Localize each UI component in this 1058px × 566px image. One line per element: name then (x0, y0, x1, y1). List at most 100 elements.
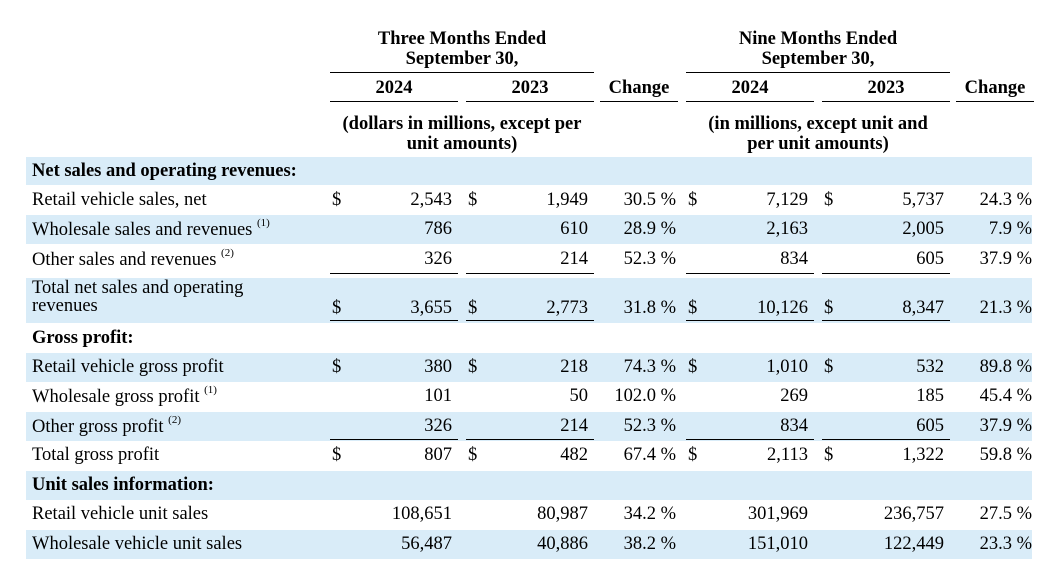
n-change: 23.3 % (979, 534, 1032, 554)
total-net-n23-underline (822, 320, 950, 321)
row-label-text: Wholesale gross profit (32, 387, 200, 408)
n24-value: 7,129 (766, 190, 808, 210)
other-gross-q24-underline (330, 439, 458, 440)
row-label: Total net sales and operating (32, 279, 243, 298)
row-label-text: Other sales and revenues (32, 250, 217, 271)
n24-value: 1,010 (766, 357, 808, 377)
n-change: 7.9 % (988, 219, 1032, 239)
row-label: Retail vehicle unit sales (32, 504, 208, 525)
q24-value: 380 (424, 357, 452, 377)
q23-dollar: $ (468, 445, 478, 465)
n-change: 24.3 % (979, 190, 1032, 210)
q23-value: 214 (560, 416, 588, 436)
q23-dollar: $ (468, 190, 478, 210)
band-other-gross (26, 412, 1032, 441)
units-note-right-line2: per unit amounts) (747, 134, 889, 154)
band-wholesale-sales (26, 215, 1032, 244)
units-note-left-line1: (dollars in millions, except per (342, 114, 582, 134)
q24-value: 807 (424, 445, 452, 465)
q23-dollar: $ (468, 357, 478, 377)
n23-dollar: $ (824, 298, 834, 318)
q23-rule (466, 101, 594, 102)
q-change: 34.2 % (623, 504, 676, 524)
q23-value: 1,949 (546, 190, 588, 210)
n24-value: 834 (780, 249, 808, 269)
q24-rule (330, 101, 458, 102)
n23-value: 122,449 (883, 534, 944, 554)
band-retail-gross (26, 353, 1032, 382)
n-year-2023: 2023 (867, 78, 905, 98)
q24-value: 2,543 (410, 190, 452, 210)
other-gross-n24-underline (686, 439, 814, 440)
q24-value: 108,651 (391, 504, 452, 524)
q24-dollar: $ (332, 445, 342, 465)
q-change: 38.2 % (623, 534, 676, 554)
n23-dollar: $ (824, 190, 834, 210)
q24-dollar: $ (332, 298, 342, 318)
nchg-rule (956, 101, 1034, 102)
row-label: Total gross profit (32, 445, 159, 466)
n24-dollar: $ (688, 357, 698, 377)
q-year-2024: 2024 (375, 78, 413, 98)
q-change: 52.3 % (623, 249, 676, 269)
n-change: 37.9 % (979, 416, 1032, 436)
n24-value: 269 (780, 386, 808, 406)
three-months-rule (330, 72, 594, 73)
row-label-text: Wholesale vehicle unit sales (32, 534, 243, 554)
q24-value: 326 (424, 416, 452, 436)
band-total-net-sales (26, 278, 1032, 323)
n24-dollar: $ (688, 445, 698, 465)
n23-dollar: $ (824, 357, 834, 377)
row-label: Other gross profit (2) (32, 414, 181, 438)
three-months-header-line2: September 30, (405, 49, 519, 69)
n23-value: 605 (916, 249, 944, 269)
q23-value: 218 (560, 357, 588, 377)
footnote-marker: (1) (204, 384, 217, 396)
nine-months-header-line2: September 30, (761, 49, 875, 69)
q23-value: 50 (569, 386, 589, 406)
n23-value: 5,737 (902, 190, 944, 210)
nine-months-header-line1: Nine Months Ended (738, 29, 898, 49)
n23-dollar: $ (824, 445, 834, 465)
row-label-text: Other gross profit (32, 417, 164, 438)
other-gross-n23-underline (822, 439, 950, 440)
q24-value: 56,487 (401, 534, 452, 554)
q24-dollar: $ (332, 357, 342, 377)
row-label: Wholesale vehicle unit sales (32, 534, 242, 555)
q23-dollar: $ (468, 298, 478, 318)
footnote-marker: (2) (221, 247, 234, 259)
n-change: 45.4 % (979, 386, 1032, 406)
q23-value: 482 (560, 445, 588, 465)
q-change: 30.5 % (623, 190, 676, 210)
total-net-n24-underline (686, 320, 814, 321)
n-change: 27.5 % (979, 504, 1032, 524)
n-change: 37.9 % (979, 249, 1032, 269)
footnote-marker: (1) (257, 217, 270, 229)
row-label-text: Retail vehicle gross profit (32, 357, 224, 377)
n23-value: 1,322 (902, 445, 944, 465)
q23-value: 610 (560, 219, 588, 239)
units-note-right-line1: (in millions, except unit and (708, 114, 928, 134)
n-year-2024: 2024 (731, 78, 769, 98)
three-months-header-line1: Three Months Ended (377, 29, 547, 49)
row-label: Wholesale sales and revenues (1) (32, 217, 270, 241)
q24-value: 101 (424, 386, 452, 406)
n24-value: 151,010 (747, 534, 808, 554)
other-sales-q23-underline (466, 273, 594, 274)
q-change: 102.0 % (614, 386, 676, 406)
units-note-left-line2: unit amounts) (406, 134, 518, 154)
row-label-text: Total gross profit (32, 445, 160, 465)
n23-value: 236,757 (883, 504, 944, 524)
q-change: 52.3 % (623, 416, 676, 436)
section-gross-profit: Gross profit: (32, 328, 134, 348)
total-net-q23-underline (466, 320, 594, 321)
q-year-2023: 2023 (511, 78, 549, 98)
other-sales-n24-underline (686, 273, 814, 274)
row-label: Retail vehicle sales, net (32, 190, 207, 211)
n23-value: 532 (916, 357, 944, 377)
n-change-header: Change (964, 78, 1026, 98)
n24-value: 2,113 (767, 445, 808, 465)
qchg-rule (600, 101, 678, 102)
section-net-sales: Net sales and operating revenues: (32, 161, 297, 181)
row-label: Retail vehicle gross profit (32, 357, 224, 378)
